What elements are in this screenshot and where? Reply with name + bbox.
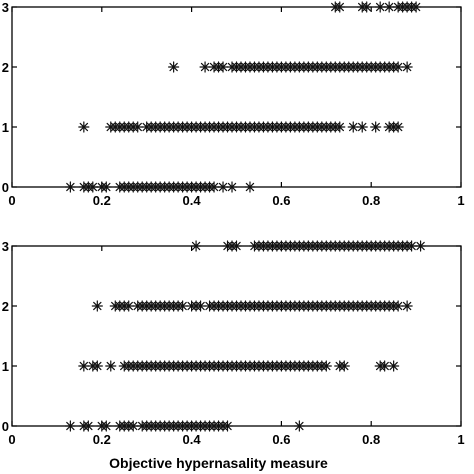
data-point xyxy=(401,300,413,312)
data-point xyxy=(401,61,413,73)
data-point xyxy=(194,300,207,312)
x-tick-label: 0.6 xyxy=(272,193,290,208)
data-point xyxy=(132,121,144,133)
data-point xyxy=(334,1,346,13)
data-point xyxy=(414,240,427,252)
data-point xyxy=(392,121,404,133)
plot-frame xyxy=(11,245,462,427)
data-point xyxy=(168,61,180,73)
x-tick-label: 0.8 xyxy=(362,193,380,208)
data-point xyxy=(392,61,404,73)
data-point xyxy=(82,420,94,432)
data-point xyxy=(190,240,202,252)
data-point xyxy=(199,61,211,73)
data-point xyxy=(379,360,391,372)
data-point xyxy=(383,1,395,13)
data-point xyxy=(91,360,103,372)
data-point xyxy=(370,121,382,133)
data-point xyxy=(356,121,368,133)
top-scatter-plot: 0 0.2 0.4 0.6 0.8 1 0 1 2 3 xyxy=(2,0,465,208)
data-point xyxy=(64,181,76,193)
data-point xyxy=(217,61,229,73)
x-tick-label: 0.4 xyxy=(183,193,202,208)
y-tick-label: 2 xyxy=(2,60,9,75)
plot-frame xyxy=(11,6,462,188)
data-point xyxy=(78,121,90,133)
data-point xyxy=(87,181,99,193)
data-point xyxy=(208,181,220,193)
data-point xyxy=(388,360,400,372)
data-point xyxy=(410,1,422,13)
data-point xyxy=(320,360,332,372)
x-tick-label: 0.8 xyxy=(362,432,380,447)
y-tick-label: 3 xyxy=(2,0,9,15)
x-tick-label: 0.2 xyxy=(93,193,111,208)
data-point xyxy=(217,181,229,193)
x-tick-label: 0 xyxy=(8,432,15,447)
data-point xyxy=(244,181,256,193)
data-point xyxy=(100,420,112,432)
data-point xyxy=(177,300,189,312)
data-point xyxy=(293,420,305,432)
data-point xyxy=(123,300,135,312)
y-tick-label: 0 xyxy=(2,180,9,195)
data-point xyxy=(338,360,350,372)
data-point xyxy=(78,360,90,372)
data-point xyxy=(221,420,234,432)
y-tick-label: 1 xyxy=(2,359,9,374)
data-points xyxy=(64,240,427,432)
data-point xyxy=(127,420,139,432)
data-point xyxy=(406,240,418,252)
x-tick-label: 1 xyxy=(457,432,464,447)
data-point xyxy=(230,240,243,252)
x-tick-label: 0.6 xyxy=(272,432,290,447)
x-tick-label: 0 xyxy=(8,193,15,208)
y-tick-label: 1 xyxy=(2,120,9,135)
data-points xyxy=(64,1,422,193)
x-tick-label: 0.4 xyxy=(183,432,202,447)
x-tick-label: 0.2 xyxy=(93,432,111,447)
data-point xyxy=(361,1,373,13)
data-point xyxy=(374,1,386,13)
y-tick-label: 2 xyxy=(2,299,9,314)
data-point xyxy=(392,300,404,312)
data-point xyxy=(334,121,346,133)
data-point xyxy=(105,360,117,372)
data-point xyxy=(64,420,76,432)
x-axis-label: Objective hypernasality measure xyxy=(109,455,328,471)
data-point xyxy=(91,300,103,312)
y-tick-label: 0 xyxy=(2,419,9,434)
y-tick-label: 3 xyxy=(2,239,9,254)
data-point xyxy=(226,181,238,193)
x-tick-label: 1 xyxy=(457,193,464,208)
data-point xyxy=(347,121,359,133)
data-point xyxy=(100,181,112,193)
bottom-scatter-plot: 0 0.2 0.4 0.6 0.8 1 0 1 2 3 Objective hypernasalit… xyxy=(2,239,465,471)
